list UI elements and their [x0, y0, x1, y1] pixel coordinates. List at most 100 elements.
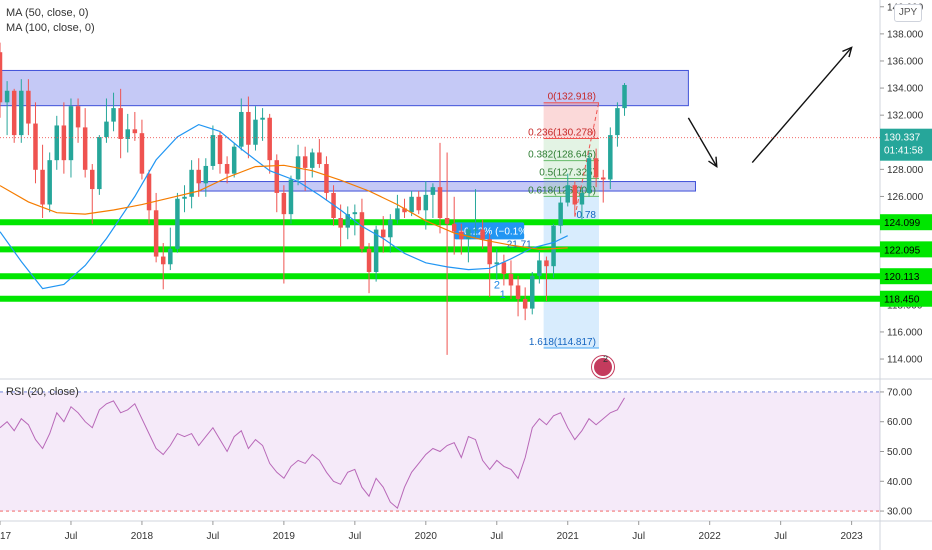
candle-body [68, 106, 74, 161]
candle-body [40, 169, 45, 205]
candle-body [565, 185, 570, 203]
supply-zone [0, 69, 689, 107]
candle-body [352, 212, 358, 215]
fib-level-label: 0(132.918) [548, 92, 596, 103]
candle-body [359, 212, 365, 249]
candle-body [615, 108, 620, 136]
candle-body [302, 156, 308, 168]
rsi-tick-label: 30.00 [887, 507, 912, 518]
candle-body [473, 229, 478, 231]
candle-body [593, 158, 599, 178]
price-tick-label: 116.000 [887, 327, 923, 338]
candle-body [246, 111, 251, 145]
fib-band [543, 102, 599, 139]
time-tick-label: 2021 [557, 531, 580, 542]
candle-body [160, 256, 166, 265]
currency-badge[interactable]: JPY [894, 4, 922, 22]
candle-body [579, 192, 585, 205]
measure-badge [454, 222, 525, 240]
candle-body [586, 158, 592, 193]
projection-label: 21.71 [507, 239, 532, 250]
candle-body [82, 127, 88, 170]
candle-body [281, 192, 287, 215]
candle-body [274, 160, 280, 193]
rsi-tick-label: 60.00 [887, 417, 912, 428]
candle-body [203, 165, 209, 184]
support-price-label: 124.099 [884, 218, 921, 229]
candle-body [317, 152, 322, 165]
wave-label: 1 [500, 289, 506, 301]
support-price-label: 118.450 [884, 295, 920, 306]
candle-body [444, 217, 450, 224]
candle-body [522, 298, 528, 309]
fib-level-label: 0.5(127.325) [539, 168, 596, 179]
candle-body [288, 179, 294, 215]
candle-body [111, 108, 116, 122]
support-price-label: 122.095 [884, 245, 921, 256]
candle-body [146, 173, 152, 211]
candle-body [231, 146, 237, 174]
candle-body [494, 262, 500, 265]
ma100-line [0, 164, 568, 250]
fib-level-label: 1.618(114.817) [529, 337, 596, 348]
candle-body [47, 160, 52, 205]
watermark-count: 2 [603, 354, 609, 364]
time-tick-label: Jul [632, 531, 645, 542]
rsi-legend: RSI (20, close) [6, 386, 79, 398]
fib-level-label: 0.618(126.005) [528, 185, 596, 196]
candle-body [132, 129, 138, 134]
price-tick-label: 114.000 [887, 355, 923, 366]
price-tick-label: 136.000 [887, 56, 924, 67]
candle-body [75, 106, 81, 128]
support-price-tag [880, 214, 932, 231]
candle-body [175, 198, 180, 249]
candle-body [600, 177, 606, 180]
last-price-label: 130.337 [884, 133, 921, 144]
candle-body [97, 137, 102, 190]
candle-body [61, 125, 67, 161]
support-price-label: 120.113 [884, 272, 920, 283]
candle-body [430, 187, 436, 195]
candle-body [459, 231, 464, 240]
time-tick-label: Jul [774, 531, 787, 542]
rsi-tick-label: 50.00 [887, 447, 912, 458]
candle-body [139, 133, 145, 174]
ma50-legend: MA (50, close, 0) [6, 7, 89, 19]
candle-body [537, 260, 542, 276]
candle-body [26, 90, 31, 124]
candle-body [480, 229, 485, 240]
candle-body [0, 52, 3, 103]
ma50-line [0, 123, 568, 290]
candle-body [90, 169, 95, 190]
time-tick-label: Jul [490, 531, 503, 542]
candle-body [451, 223, 457, 232]
rsi-tick-label: 70.00 [887, 387, 912, 398]
projection-arrowhead [842, 46, 853, 58]
fib-level-label: 0.78 [576, 210, 596, 221]
candle-body [19, 90, 24, 136]
candle-body [437, 187, 443, 218]
candle-body [366, 248, 372, 272]
candle-body [395, 208, 400, 220]
candle-body [125, 129, 130, 139]
candle-body [551, 225, 556, 267]
time-tick-label: 2020 [415, 531, 438, 542]
candle-body [189, 169, 194, 197]
candle-body [466, 229, 471, 240]
candle-body [239, 111, 244, 147]
price-tick-label: 128.000 [887, 165, 924, 176]
rsi-tick-label: 40.00 [887, 477, 912, 488]
candle-body [423, 194, 429, 211]
countdown-label: 01:41:58 [884, 146, 923, 157]
candle-body [4, 90, 10, 103]
candle-body [11, 90, 17, 136]
candle-body [153, 210, 159, 257]
projection-arrowhead [708, 156, 718, 169]
candle-body [402, 208, 407, 213]
last-price-tag [880, 128, 932, 161]
wave-label: 2 [494, 280, 500, 292]
candle-body [501, 262, 507, 274]
candle-body [373, 229, 379, 272]
projection-arrow [751, 46, 853, 164]
